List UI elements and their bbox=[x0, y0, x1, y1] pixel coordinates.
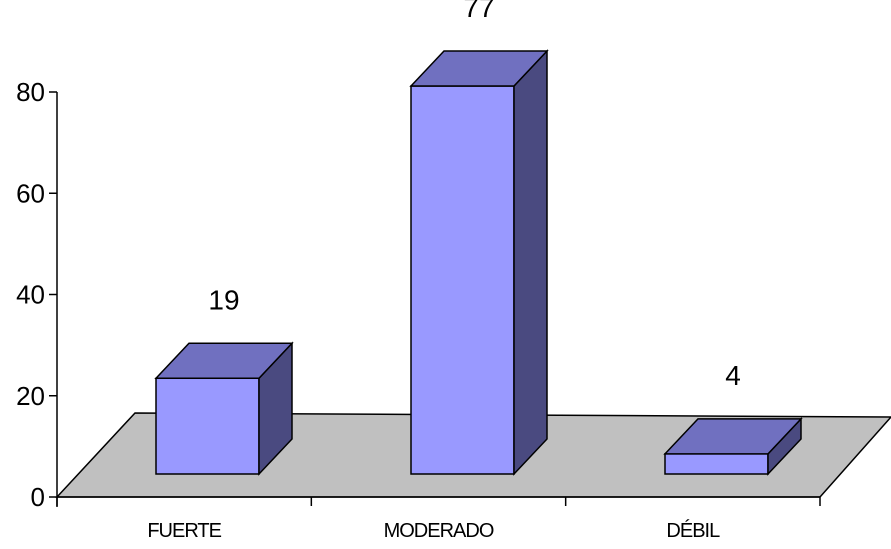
x-axis: FUERTE MODERADO DÉBIL bbox=[56, 496, 821, 542]
y-tick-label: 60 bbox=[16, 178, 45, 208]
y-tick-label: 40 bbox=[16, 280, 45, 310]
bar bbox=[409, 49, 549, 476]
bar bbox=[663, 416, 803, 476]
bar bbox=[154, 341, 294, 476]
bar-top bbox=[154, 342, 294, 380]
bar-top bbox=[409, 50, 549, 87]
x-tick-label: MODERADO bbox=[384, 520, 494, 542]
y-tick-label: 0 bbox=[31, 482, 45, 512]
y-axis: 0 20 40 60 80 bbox=[16, 77, 58, 512]
y-tick-label: 20 bbox=[16, 381, 45, 411]
x-tick-label: DÉBIL bbox=[666, 519, 720, 542]
bar-top bbox=[663, 418, 803, 455]
data-label: 4 bbox=[725, 360, 741, 391]
bar-front bbox=[664, 453, 769, 475]
bar-front bbox=[155, 377, 260, 475]
data-label: 77 bbox=[463, 0, 494, 23]
bars bbox=[154, 49, 803, 476]
bar-front bbox=[410, 85, 515, 475]
x-tick-label: FUERTE bbox=[147, 520, 221, 542]
data-label: 19 bbox=[208, 284, 239, 315]
data-labels: 19 77 4 bbox=[208, 0, 740, 391]
y-tick-label: 80 bbox=[16, 77, 45, 107]
bar-side bbox=[513, 49, 548, 476]
